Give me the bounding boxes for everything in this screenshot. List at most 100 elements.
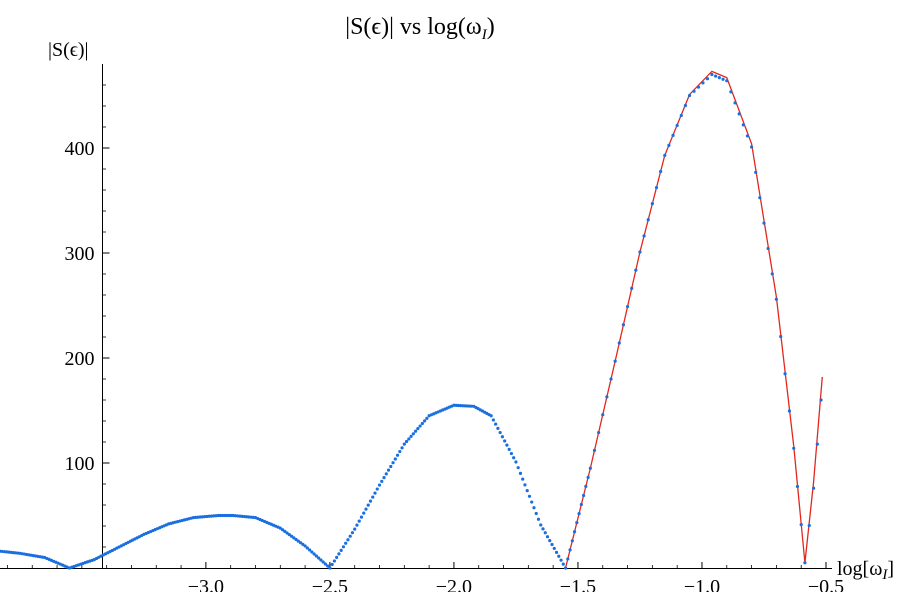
data-point: [554, 550, 559, 554]
data-point: [498, 430, 502, 435]
data-point: [634, 268, 638, 272]
data-point: [654, 185, 659, 190]
data-point: [577, 511, 581, 516]
data-point: [534, 511, 538, 516]
data-point: [505, 443, 509, 447]
data-point: [425, 416, 429, 420]
data-point: [323, 562, 327, 566]
x-tick-label: −2.5: [312, 576, 348, 592]
data-point: [357, 519, 361, 523]
data-point: [402, 442, 406, 446]
data-point: [803, 561, 807, 565]
data-point: [575, 521, 579, 525]
data-point: [373, 491, 377, 495]
data-point: [787, 409, 792, 413]
data-point: [283, 529, 287, 533]
data-point: [521, 477, 525, 481]
data-point: [749, 145, 754, 149]
data-point: [559, 558, 563, 562]
data-point: [509, 451, 514, 456]
data-point: [570, 539, 574, 543]
data-point: [489, 414, 493, 418]
data-point: [375, 487, 379, 491]
data-point: [592, 448, 597, 452]
data-point: [512, 456, 516, 460]
data-point: [543, 531, 547, 535]
data-point: [642, 234, 646, 238]
data-point: [362, 511, 366, 515]
data-point: [630, 286, 634, 290]
data-point: [696, 85, 701, 89]
data-point: [292, 536, 296, 540]
data-point: [568, 548, 572, 552]
data-point: [745, 134, 750, 138]
data-point: [409, 434, 413, 438]
data-point: [725, 79, 729, 83]
data-point: [779, 334, 783, 339]
data-point: [326, 564, 330, 568]
data-point: [364, 507, 368, 511]
y-tick-label: 400: [65, 138, 95, 160]
data-point: [770, 272, 774, 276]
data-point: [500, 435, 505, 439]
data-point: [503, 439, 507, 443]
data-point: [359, 515, 364, 519]
x-tick-label: −1.5: [560, 576, 596, 592]
data-point: [621, 323, 626, 327]
data-point: [348, 534, 352, 538]
data-point: [737, 112, 741, 116]
data-point: [762, 221, 766, 225]
data-point: [332, 559, 337, 563]
data-point: [380, 479, 384, 483]
data-point: [572, 530, 577, 534]
x-axis-label: log[ωI]: [837, 558, 894, 583]
data-point: [350, 531, 355, 535]
data-point: [550, 542, 554, 547]
data-point: [530, 500, 534, 504]
data-point: [729, 90, 733, 94]
data-point: [514, 460, 518, 464]
data-point: [536, 517, 541, 521]
data-point: [605, 395, 609, 399]
data-point: [298, 541, 303, 545]
x-tick-label: −1.0: [684, 576, 720, 592]
data-point: [679, 113, 683, 118]
data-point: [579, 502, 583, 507]
data-point: [420, 421, 424, 426]
data-point: [799, 523, 803, 527]
y-tick-label: 300: [65, 243, 95, 265]
data-point: [705, 77, 710, 81]
data-point: [296, 539, 300, 543]
data-point: [384, 472, 388, 476]
data-point: [416, 427, 420, 431]
data-point: [545, 535, 550, 539]
data-point: [692, 89, 696, 93]
data-point: [398, 449, 402, 454]
x-tick-label: −3.0: [188, 576, 224, 592]
data-point: [792, 446, 796, 450]
data-point: [287, 532, 291, 537]
data-point: [278, 526, 282, 530]
data-point: [588, 466, 592, 470]
data-point: [663, 153, 667, 157]
y-ticks: 100 200 300 400: [65, 84, 110, 548]
x-tick-label: −2.0: [436, 576, 472, 592]
data-point: [328, 566, 332, 570]
data-point: [650, 202, 654, 206]
data-point: [717, 76, 721, 80]
chart-title: |S(ϵ)| vs log(ωI): [345, 14, 494, 43]
data-point: [561, 562, 565, 566]
data-point: [301, 542, 305, 546]
data-point: [601, 413, 605, 417]
data-point: [317, 556, 321, 560]
x-ticks: −3.0 −2.5 −2.0 −1.5 −1.0 −0.5: [7, 562, 844, 592]
data-point: [341, 545, 346, 549]
x-tick-label: −0.5: [808, 576, 844, 592]
data-point: [754, 170, 758, 174]
data-point: [683, 103, 688, 108]
data-point: [638, 250, 642, 254]
data-point: [355, 523, 359, 527]
data-point: [710, 72, 714, 77]
data-point: [371, 495, 375, 499]
data-point: [389, 464, 393, 469]
